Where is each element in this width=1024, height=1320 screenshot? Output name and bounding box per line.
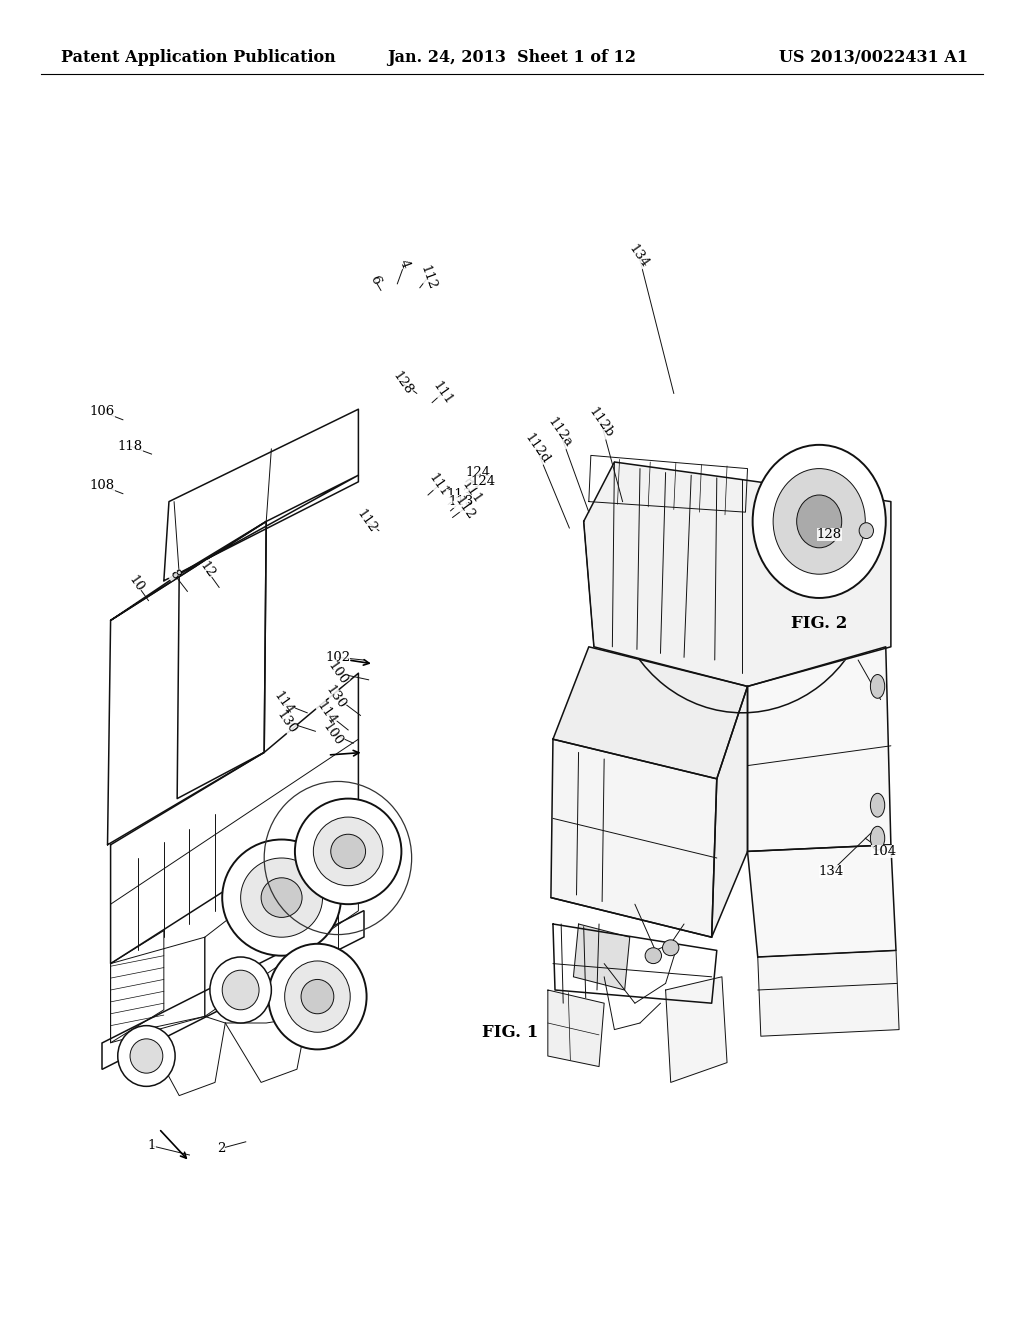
Polygon shape bbox=[553, 647, 748, 779]
Polygon shape bbox=[758, 950, 899, 1036]
Ellipse shape bbox=[663, 940, 679, 956]
Text: 128: 128 bbox=[817, 528, 842, 541]
Text: 134: 134 bbox=[819, 865, 844, 878]
Ellipse shape bbox=[870, 793, 885, 817]
Ellipse shape bbox=[268, 944, 367, 1049]
Text: 130: 130 bbox=[274, 708, 299, 737]
Text: 111: 111 bbox=[459, 478, 483, 507]
Text: 124: 124 bbox=[466, 466, 490, 479]
Ellipse shape bbox=[285, 961, 350, 1032]
Ellipse shape bbox=[261, 878, 302, 917]
Text: 6: 6 bbox=[368, 273, 382, 286]
Ellipse shape bbox=[645, 948, 662, 964]
Ellipse shape bbox=[753, 445, 886, 598]
Text: 113: 113 bbox=[449, 495, 473, 508]
Text: 114: 114 bbox=[314, 698, 339, 727]
Ellipse shape bbox=[295, 799, 401, 904]
Ellipse shape bbox=[210, 957, 271, 1023]
Text: 114: 114 bbox=[271, 689, 296, 718]
Polygon shape bbox=[666, 977, 727, 1082]
Text: 102: 102 bbox=[326, 651, 350, 664]
Ellipse shape bbox=[313, 817, 383, 886]
Text: 134: 134 bbox=[627, 242, 651, 271]
Text: 112a: 112a bbox=[546, 416, 574, 450]
Text: Patent Application Publication: Patent Application Publication bbox=[61, 49, 336, 66]
Text: 108: 108 bbox=[90, 479, 115, 492]
Ellipse shape bbox=[331, 834, 366, 869]
Ellipse shape bbox=[241, 858, 323, 937]
Text: FIG. 2: FIG. 2 bbox=[791, 615, 848, 631]
Text: 1: 1 bbox=[147, 1139, 156, 1152]
Ellipse shape bbox=[118, 1026, 175, 1086]
Text: 111: 111 bbox=[426, 471, 451, 500]
Ellipse shape bbox=[130, 1039, 163, 1073]
Polygon shape bbox=[712, 686, 748, 937]
Polygon shape bbox=[584, 462, 891, 686]
Text: 112b: 112b bbox=[586, 405, 616, 440]
Ellipse shape bbox=[301, 979, 334, 1014]
Text: 128: 128 bbox=[390, 368, 415, 397]
Text: 112: 112 bbox=[453, 494, 477, 523]
Polygon shape bbox=[748, 647, 891, 851]
Text: 130: 130 bbox=[324, 682, 348, 711]
Ellipse shape bbox=[870, 826, 885, 850]
Ellipse shape bbox=[773, 469, 865, 574]
Text: US 2013/0022431 A1: US 2013/0022431 A1 bbox=[778, 49, 968, 66]
Ellipse shape bbox=[797, 495, 842, 548]
Text: 10: 10 bbox=[126, 573, 146, 594]
Text: 111: 111 bbox=[430, 379, 455, 408]
Polygon shape bbox=[573, 924, 630, 990]
Text: 4: 4 bbox=[397, 257, 412, 271]
Polygon shape bbox=[548, 990, 604, 1067]
Text: 8: 8 bbox=[166, 568, 182, 581]
Text: 12: 12 bbox=[197, 560, 217, 581]
Text: 2: 2 bbox=[217, 1142, 225, 1155]
Text: 118: 118 bbox=[118, 440, 142, 453]
Ellipse shape bbox=[222, 840, 341, 956]
Text: 104: 104 bbox=[871, 845, 896, 858]
Ellipse shape bbox=[859, 523, 873, 539]
Polygon shape bbox=[551, 739, 717, 937]
Text: 106: 106 bbox=[90, 405, 115, 418]
Text: 113: 113 bbox=[446, 488, 471, 502]
Ellipse shape bbox=[222, 970, 259, 1010]
Text: 100: 100 bbox=[326, 659, 350, 688]
Ellipse shape bbox=[870, 675, 885, 698]
Text: 112: 112 bbox=[354, 507, 379, 536]
Polygon shape bbox=[748, 845, 896, 957]
Text: 124: 124 bbox=[471, 475, 496, 488]
Text: 100: 100 bbox=[321, 719, 345, 748]
Text: 112: 112 bbox=[418, 263, 438, 292]
Text: Jan. 24, 2013  Sheet 1 of 12: Jan. 24, 2013 Sheet 1 of 12 bbox=[387, 49, 637, 66]
Text: FIG. 1: FIG. 1 bbox=[482, 1024, 538, 1040]
Text: 112d: 112d bbox=[521, 432, 552, 466]
